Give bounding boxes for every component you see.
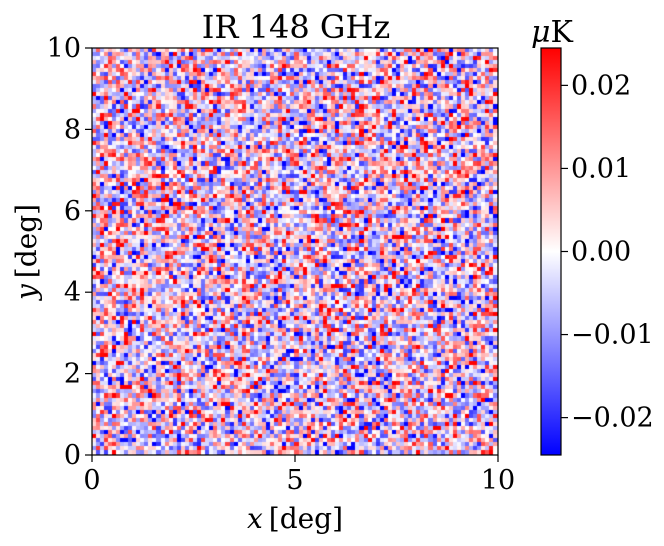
colorbar: μK 0.02 0.01 0.00 −0.01 −0.02 (531, 15, 654, 456)
y-tick-label: 2 (64, 359, 81, 390)
colorbar-tick-label: −0.01 (571, 320, 654, 351)
x-axis-unit: [deg] (269, 502, 343, 535)
x-axis-label: x [deg] (247, 502, 343, 535)
y-tick-label: 10 (47, 33, 81, 64)
colorbar-label: μK (531, 15, 574, 50)
y-axis-var: y (10, 283, 43, 302)
colorbar-ticks: 0.02 0.01 0.00 −0.01 −0.02 (561, 70, 654, 434)
x-axis-var: x (247, 502, 263, 535)
x-tick-label: 0 (83, 465, 100, 496)
colorbar-label-var: μ (531, 15, 551, 50)
heatmap-image (92, 48, 498, 455)
colorbar-tick-label: −0.02 (571, 403, 654, 434)
y-tick-label: 0 (64, 440, 81, 471)
chart-title: IR 148 GHz (202, 8, 390, 46)
x-axis: 0 5 10 (83, 455, 515, 496)
y-axis-unit: [deg] (10, 204, 43, 278)
colorbar-tick-label: 0.00 (571, 237, 631, 268)
y-tick-label: 4 (64, 277, 81, 308)
colorbar-gradient (540, 47, 562, 456)
y-axis: 0 2 4 6 8 10 (47, 33, 92, 471)
colorbar-tick-label: 0.01 (571, 153, 631, 184)
y-tick-label: 6 (64, 196, 81, 227)
y-tick-label: 8 (64, 114, 81, 145)
y-axis-label: y [deg] (10, 204, 43, 302)
plot-area (91, 47, 499, 456)
x-tick-label: 5 (286, 465, 303, 496)
x-tick-label: 10 (481, 465, 515, 496)
colorbar-label-unit: K (551, 15, 574, 50)
colorbar-tick-label: 0.02 (571, 70, 631, 101)
